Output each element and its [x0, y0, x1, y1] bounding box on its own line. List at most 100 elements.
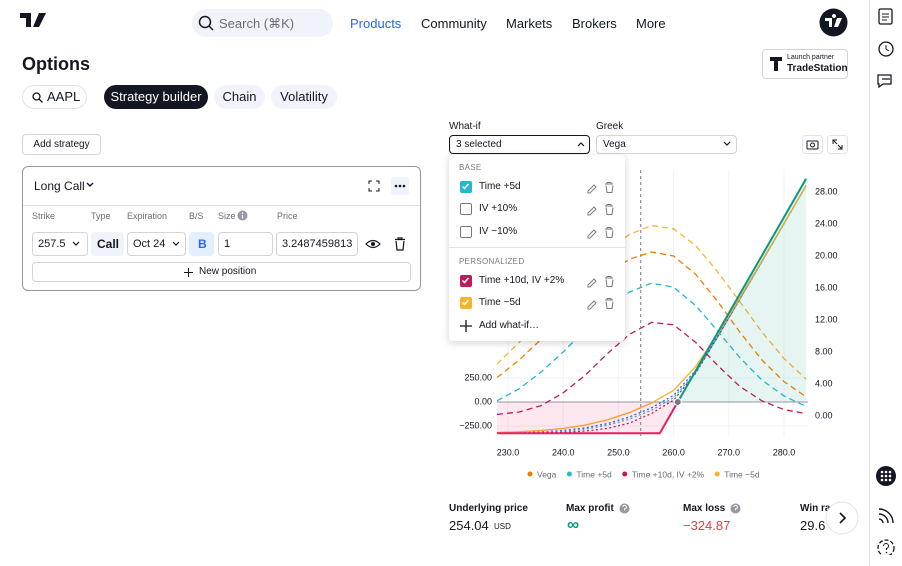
- menu-item[interactable]: Time +5d: [479, 181, 521, 192]
- sidebar-icons[interactable]: [876, 7, 896, 555]
- y-tick-label: 0.00: [474, 396, 492, 406]
- check: [461, 183, 470, 190]
- tab[interactable]: Volatility: [271, 85, 337, 109]
- symbol: AAPL: [47, 89, 81, 104]
- breakeven-dot: [673, 398, 682, 407]
- page-title: Options: [22, 54, 90, 74]
- avatar[interactable]: [819, 8, 848, 37]
- y2-tick-label: 28.00: [815, 186, 838, 196]
- scroll-right[interactable]: [824, 500, 862, 538]
- y2-tick-label: 20.00: [815, 250, 838, 260]
- whatif-select[interactable]: 3 selected: [449, 135, 590, 154]
- checkbox[interactable]: [460, 297, 472, 309]
- y2-tick-label: 16.00: [815, 282, 838, 292]
- expiry-line-loss: [497, 402, 679, 435]
- y2-tick-label: 24.00: [815, 218, 838, 228]
- price-input[interactable]: 3.2487459813: [276, 232, 358, 256]
- nav-link[interactable]: Products: [350, 16, 402, 31]
- strategy-name[interactable]: Long Call: [34, 179, 85, 193]
- strike-select[interactable]: 257.5: [32, 232, 88, 256]
- stat-value: 29.6: [800, 518, 826, 533]
- series-line: [497, 321, 807, 416]
- side-toggle[interactable]: B: [189, 232, 214, 256]
- menu-item[interactable]: IV −10%: [479, 226, 518, 237]
- stat-label: Underlying price: [449, 503, 528, 514]
- chart-tools[interactable]: [802, 135, 848, 154]
- expiration-select[interactable]: Oct 24: [127, 232, 186, 256]
- checkbox[interactable]: [460, 181, 472, 193]
- expiry-line-profit: [676, 178, 807, 403]
- legend-label: Vega: [537, 469, 557, 479]
- loss-area: [497, 402, 678, 434]
- series-line: [497, 185, 807, 434]
- legend-marker: [622, 471, 628, 477]
- x-tick-label: 250.0: [607, 447, 630, 457]
- greek-label: Greek: [596, 121, 624, 132]
- info-icon[interactable]: [237, 210, 248, 221]
- y-tick-label: −250.00: [459, 420, 492, 430]
- greek-select[interactable]: Vega: [596, 135, 737, 154]
- series-line: [497, 251, 807, 398]
- column-header: Price: [277, 211, 298, 221]
- nav-link[interactable]: Community: [421, 16, 487, 31]
- y-tick-label: 250.00: [464, 372, 492, 382]
- divider: [449, 247, 625, 248]
- column-header: Size: [218, 211, 236, 221]
- symbol-tab[interactable]: AAPL: [22, 85, 87, 109]
- size-input[interactable]: 1: [218, 232, 273, 256]
- stat-unit: USD: [494, 522, 511, 531]
- partner-line: Launch partner: [787, 54, 835, 61]
- chevron: [86, 182, 94, 187]
- partner-badge[interactable]: Launch partner TradeStation: [762, 49, 848, 79]
- x-tick-label: 260.0: [662, 447, 685, 457]
- type-toggle[interactable]: Call: [91, 232, 124, 256]
- tab[interactable]: Chain: [214, 85, 265, 109]
- sidebar-border: [869, 0, 870, 566]
- nav-link[interactable]: More: [636, 16, 666, 31]
- nav-link[interactable]: Brokers: [572, 16, 617, 31]
- y2-tick-label: 0.00: [815, 410, 833, 420]
- stat-label: Max loss: [683, 503, 726, 514]
- chevron: [723, 141, 731, 146]
- menu-item[interactable]: Time +10d, IV +2%: [479, 275, 565, 286]
- add-whatif[interactable]: Add what-if…: [479, 320, 540, 331]
- item-actions[interactable]: [586, 180, 616, 310]
- stat-label: Win ra: [800, 503, 831, 514]
- check: [461, 299, 470, 306]
- stat-value: ∞: [567, 515, 580, 534]
- plot-area: [497, 178, 807, 435]
- column-header: Type: [91, 211, 111, 221]
- checkbox[interactable]: [460, 226, 472, 238]
- series-line: [497, 185, 807, 434]
- menu-section: PERSONALIZED: [459, 257, 525, 266]
- stat-value: 254.04: [449, 518, 489, 533]
- menu-item[interactable]: IV +10%: [479, 203, 518, 214]
- row-icons[interactable]: [365, 237, 410, 251]
- menu-section: BASE: [459, 163, 482, 172]
- legend-label: Time −5d: [724, 469, 760, 479]
- partner-logo: [770, 57, 782, 71]
- whatif-label: What-if: [449, 121, 481, 132]
- x-tick-label: 230.0: [497, 447, 520, 457]
- chevron: [172, 241, 180, 246]
- logo[interactable]: [20, 13, 48, 31]
- strategy-card: [22, 166, 421, 291]
- nav-link[interactable]: Markets: [506, 16, 553, 31]
- checkbox[interactable]: [460, 275, 472, 287]
- card-icons[interactable]: [365, 177, 410, 195]
- plus-icon: [184, 268, 193, 277]
- tab-active[interactable]: Strategy builder: [104, 85, 208, 109]
- help-icons[interactable]: [619, 503, 759, 515]
- search-box[interactable]: Search (⌘K): [192, 9, 333, 37]
- menu-item[interactable]: Time −5d: [479, 297, 521, 308]
- legend-label: Time +5d: [576, 469, 612, 479]
- legend-marker: [566, 471, 572, 477]
- new-position-button[interactable]: New position: [32, 262, 411, 282]
- plus-icon: [460, 320, 472, 332]
- checkbox[interactable]: [460, 203, 472, 215]
- legend-label: Time +10d, IV +2%: [632, 469, 705, 479]
- x-tick-label: 280.0: [773, 447, 796, 457]
- y2-tick-label: 4.00: [815, 378, 833, 388]
- add-strategy-button[interactable]: Add strategy: [22, 134, 101, 155]
